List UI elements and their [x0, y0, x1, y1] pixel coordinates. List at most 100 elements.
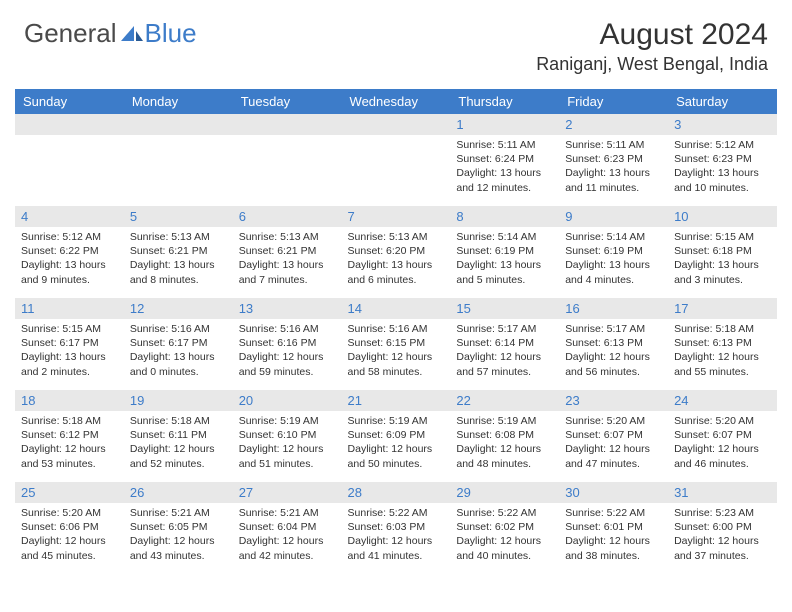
- day-details: Sunrise: 5:14 AMSunset: 6:19 PMDaylight:…: [559, 227, 668, 290]
- calendar-day-cell: 9Sunrise: 5:14 AMSunset: 6:19 PMDaylight…: [559, 206, 668, 298]
- day-details: Sunrise: 5:15 AMSunset: 6:18 PMDaylight:…: [668, 227, 777, 290]
- calendar-day-cell: 14Sunrise: 5:16 AMSunset: 6:15 PMDayligh…: [342, 298, 451, 390]
- day-number: 29: [450, 482, 559, 503]
- calendar-day-cell: 18Sunrise: 5:18 AMSunset: 6:12 PMDayligh…: [15, 390, 124, 482]
- calendar-day-cell: 24Sunrise: 5:20 AMSunset: 6:07 PMDayligh…: [668, 390, 777, 482]
- day-details: Sunrise: 5:15 AMSunset: 6:17 PMDaylight:…: [15, 319, 124, 382]
- day-number: 5: [124, 206, 233, 227]
- day-details: Sunrise: 5:11 AMSunset: 6:23 PMDaylight:…: [559, 135, 668, 198]
- day-number: 16: [559, 298, 668, 319]
- calendar-row: 25Sunrise: 5:20 AMSunset: 6:06 PMDayligh…: [15, 482, 777, 574]
- logo-sail-icon: [121, 24, 143, 47]
- calendar-row: 1Sunrise: 5:11 AMSunset: 6:24 PMDaylight…: [15, 114, 777, 206]
- day-number: 21: [342, 390, 451, 411]
- calendar-day-cell: 30Sunrise: 5:22 AMSunset: 6:01 PMDayligh…: [559, 482, 668, 574]
- day-details: Sunrise: 5:11 AMSunset: 6:24 PMDaylight:…: [450, 135, 559, 198]
- day-details: Sunrise: 5:18 AMSunset: 6:12 PMDaylight:…: [15, 411, 124, 474]
- calendar-day-cell: 19Sunrise: 5:18 AMSunset: 6:11 PMDayligh…: [124, 390, 233, 482]
- day-number: 19: [124, 390, 233, 411]
- calendar-day-cell: 21Sunrise: 5:19 AMSunset: 6:09 PMDayligh…: [342, 390, 451, 482]
- logo-text-general: General: [24, 18, 117, 49]
- calendar-row: 11Sunrise: 5:15 AMSunset: 6:17 PMDayligh…: [15, 298, 777, 390]
- weekday-header: Thursday: [450, 89, 559, 114]
- day-details: Sunrise: 5:22 AMSunset: 6:01 PMDaylight:…: [559, 503, 668, 566]
- day-number: 15: [450, 298, 559, 319]
- day-number: 22: [450, 390, 559, 411]
- calendar-day-cell: 11Sunrise: 5:15 AMSunset: 6:17 PMDayligh…: [15, 298, 124, 390]
- day-number: 6: [233, 206, 342, 227]
- weekday-header: Sunday: [15, 89, 124, 114]
- day-details: Sunrise: 5:18 AMSunset: 6:13 PMDaylight:…: [668, 319, 777, 382]
- month-title: August 2024: [536, 18, 768, 52]
- calendar-empty-cell: [342, 114, 451, 206]
- day-number: 12: [124, 298, 233, 319]
- day-details: Sunrise: 5:22 AMSunset: 6:03 PMDaylight:…: [342, 503, 451, 566]
- calendar-table: SundayMondayTuesdayWednesdayThursdayFrid…: [15, 89, 777, 574]
- day-details: Sunrise: 5:23 AMSunset: 6:00 PMDaylight:…: [668, 503, 777, 566]
- day-number: 4: [15, 206, 124, 227]
- calendar-day-cell: 8Sunrise: 5:14 AMSunset: 6:19 PMDaylight…: [450, 206, 559, 298]
- logo: General Blue: [24, 18, 197, 49]
- day-details: Sunrise: 5:19 AMSunset: 6:09 PMDaylight:…: [342, 411, 451, 474]
- calendar-day-cell: 13Sunrise: 5:16 AMSunset: 6:16 PMDayligh…: [233, 298, 342, 390]
- day-details: Sunrise: 5:16 AMSunset: 6:15 PMDaylight:…: [342, 319, 451, 382]
- day-details: Sunrise: 5:12 AMSunset: 6:22 PMDaylight:…: [15, 227, 124, 290]
- day-details: Sunrise: 5:17 AMSunset: 6:14 PMDaylight:…: [450, 319, 559, 382]
- calendar-day-cell: 5Sunrise: 5:13 AMSunset: 6:21 PMDaylight…: [124, 206, 233, 298]
- day-details: Sunrise: 5:22 AMSunset: 6:02 PMDaylight:…: [450, 503, 559, 566]
- location-text: Raniganj, West Bengal, India: [536, 54, 768, 75]
- header: General Blue August 2024 Raniganj, West …: [0, 0, 792, 83]
- calendar-day-cell: 2Sunrise: 5:11 AMSunset: 6:23 PMDaylight…: [559, 114, 668, 206]
- day-details: Sunrise: 5:12 AMSunset: 6:23 PMDaylight:…: [668, 135, 777, 198]
- calendar-day-cell: 10Sunrise: 5:15 AMSunset: 6:18 PMDayligh…: [668, 206, 777, 298]
- calendar-day-cell: 26Sunrise: 5:21 AMSunset: 6:05 PMDayligh…: [124, 482, 233, 574]
- calendar-day-cell: 25Sunrise: 5:20 AMSunset: 6:06 PMDayligh…: [15, 482, 124, 574]
- day-number: 18: [15, 390, 124, 411]
- day-number: 13: [233, 298, 342, 319]
- day-details: Sunrise: 5:18 AMSunset: 6:11 PMDaylight:…: [124, 411, 233, 474]
- day-details: Sunrise: 5:13 AMSunset: 6:21 PMDaylight:…: [233, 227, 342, 290]
- calendar-day-cell: 16Sunrise: 5:17 AMSunset: 6:13 PMDayligh…: [559, 298, 668, 390]
- day-number: 11: [15, 298, 124, 319]
- day-details: Sunrise: 5:16 AMSunset: 6:16 PMDaylight:…: [233, 319, 342, 382]
- day-number: 8: [450, 206, 559, 227]
- day-number: 3: [668, 114, 777, 135]
- day-number: 10: [668, 206, 777, 227]
- day-number: 27: [233, 482, 342, 503]
- day-details: Sunrise: 5:20 AMSunset: 6:07 PMDaylight:…: [559, 411, 668, 474]
- day-number: 30: [559, 482, 668, 503]
- day-number: 28: [342, 482, 451, 503]
- calendar-day-cell: 1Sunrise: 5:11 AMSunset: 6:24 PMDaylight…: [450, 114, 559, 206]
- logo-text-blue: Blue: [145, 18, 197, 49]
- weekday-header: Friday: [559, 89, 668, 114]
- weekday-header: Monday: [124, 89, 233, 114]
- day-details: Sunrise: 5:21 AMSunset: 6:04 PMDaylight:…: [233, 503, 342, 566]
- day-details: Sunrise: 5:20 AMSunset: 6:07 PMDaylight:…: [668, 411, 777, 474]
- calendar-day-cell: 29Sunrise: 5:22 AMSunset: 6:02 PMDayligh…: [450, 482, 559, 574]
- weekday-header-row: SundayMondayTuesdayWednesdayThursdayFrid…: [15, 89, 777, 114]
- calendar-empty-cell: [124, 114, 233, 206]
- calendar-day-cell: 15Sunrise: 5:17 AMSunset: 6:14 PMDayligh…: [450, 298, 559, 390]
- weekday-header: Tuesday: [233, 89, 342, 114]
- day-number: 9: [559, 206, 668, 227]
- calendar-empty-cell: [233, 114, 342, 206]
- calendar-day-cell: 17Sunrise: 5:18 AMSunset: 6:13 PMDayligh…: [668, 298, 777, 390]
- calendar-day-cell: 23Sunrise: 5:20 AMSunset: 6:07 PMDayligh…: [559, 390, 668, 482]
- calendar-day-cell: 3Sunrise: 5:12 AMSunset: 6:23 PMDaylight…: [668, 114, 777, 206]
- calendar-day-cell: 6Sunrise: 5:13 AMSunset: 6:21 PMDaylight…: [233, 206, 342, 298]
- day-number: 14: [342, 298, 451, 319]
- day-number: 26: [124, 482, 233, 503]
- weekday-header: Saturday: [668, 89, 777, 114]
- calendar-day-cell: 22Sunrise: 5:19 AMSunset: 6:08 PMDayligh…: [450, 390, 559, 482]
- day-number: 7: [342, 206, 451, 227]
- calendar-day-cell: 7Sunrise: 5:13 AMSunset: 6:20 PMDaylight…: [342, 206, 451, 298]
- calendar-body: 1Sunrise: 5:11 AMSunset: 6:24 PMDaylight…: [15, 114, 777, 574]
- day-details: Sunrise: 5:19 AMSunset: 6:10 PMDaylight:…: [233, 411, 342, 474]
- calendar-empty-cell: [15, 114, 124, 206]
- day-number: 31: [668, 482, 777, 503]
- day-number: 23: [559, 390, 668, 411]
- calendar-row: 18Sunrise: 5:18 AMSunset: 6:12 PMDayligh…: [15, 390, 777, 482]
- day-number: 2: [559, 114, 668, 135]
- weekday-header: Wednesday: [342, 89, 451, 114]
- day-number: 24: [668, 390, 777, 411]
